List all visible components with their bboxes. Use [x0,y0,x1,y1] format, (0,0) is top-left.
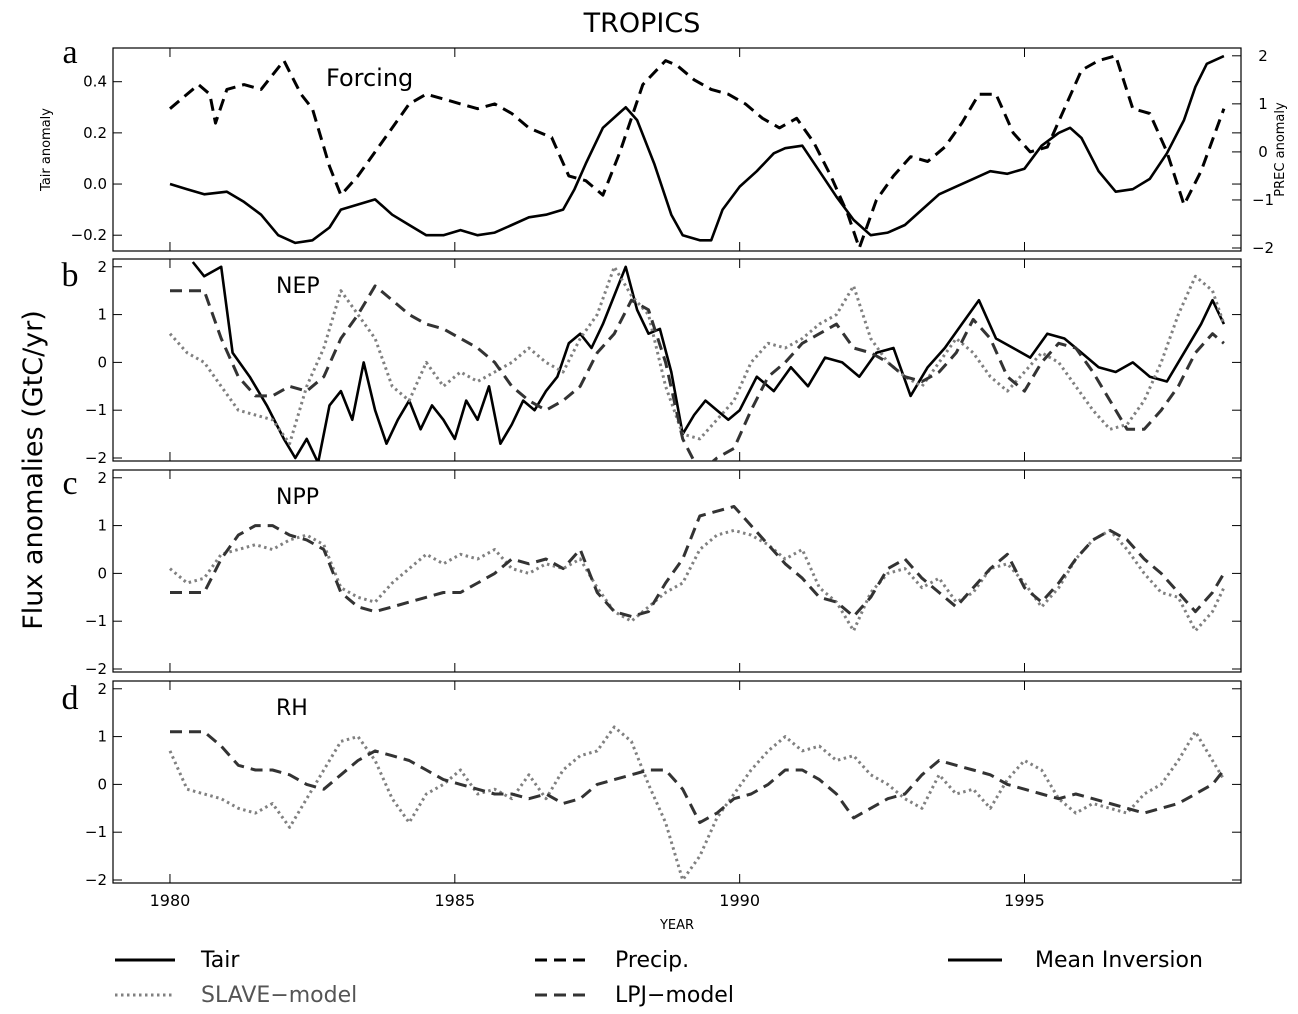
panel-letter: b [62,257,79,294]
panel-c: 2 1 0 −1 −2 c NPP [62,465,1242,678]
panel-b: 2 1 0 −1 −2 b NEP [62,257,1242,467]
panel-letter: c [62,465,77,502]
y-tick-label: 0 [97,775,107,793]
y-tick-label: 0.0 [83,175,107,193]
y-tick-label: 2 [97,680,107,698]
y2-tick-label: −1 [1252,191,1274,209]
panel-name: NPP [276,485,319,510]
y-axis-label: Flux anomalies (GtC/yr) [18,310,49,630]
series-line-lpj-model [170,284,1225,461]
panel-a: 0.4 0.2 0.0 −0.2 2 1 0 −1 −2 a Forcing Tair anomaly… [39,34,1288,257]
series-line-lpj-model [170,505,1226,618]
y-tick-label: 1 [97,728,107,746]
y-tick-label: −2 [85,449,107,467]
panel-d: 2 1 0 −1 −2 1980 1985 1990 1995 d RH [62,680,1242,910]
y-tick-label: −1 [85,612,107,630]
figure-title: TROPICS [583,8,701,39]
y-tick-label: 0.4 [83,73,107,91]
y-tick-label: −0.2 [71,226,107,244]
y-tick-label: −1 [85,401,107,419]
panel-frame [112,469,1242,673]
legend: Tair Precip. Mean Inversion SLAVE−model LPJ−… [115,948,1203,1008]
series-line-slave-model [168,725,1226,882]
x-tick-label: 1985 [434,891,475,910]
y-tick-label: −1 [85,823,107,841]
chart-panels: 0.4 0.2 0.0 −0.2 2 1 0 −1 −2 a Forcing Tair anomaly… [39,34,1288,910]
y-tick-label: 0 [97,564,107,582]
panel-name: Forcing [326,64,413,92]
x-tick-label: 1990 [719,891,760,910]
y-tick-label: −2 [85,660,107,678]
panel-letter: d [62,680,79,717]
legend-label: Precip. [615,948,689,973]
legend-label: SLAVE−model [201,983,357,1008]
panel-name: NEP [276,274,320,299]
legend-label: Mean Inversion [1035,948,1203,973]
legend-label: Tair [200,948,240,973]
y-tick-label: 2 [97,469,107,487]
prec-axis-label: PREC anomaly [1273,102,1288,197]
panel-name: RH [276,696,308,721]
y2-tick-label: 1 [1258,95,1268,113]
y2-tick-label: 0 [1258,143,1268,161]
y-tick-label: 1 [97,517,107,535]
y-tick-label: 0 [97,353,107,371]
panel-frame [112,47,1242,252]
y-tick-label: 1 [97,306,107,324]
y2-tick-label: 2 [1258,47,1268,65]
panel-frame [112,680,1242,884]
series-line-tair [169,54,1225,245]
series-line-slave-model [169,528,1226,633]
tair-axis-label: Tair anomaly [39,108,54,192]
panel-letter: a [62,34,77,71]
panel-frame [112,258,1242,462]
y2-tick-label: −2 [1252,239,1274,257]
y-tick-label: −2 [85,871,107,889]
y-tick-label: 0.2 [83,124,107,142]
series-line-slave-model [168,265,1226,446]
legend-label: LPJ−model [615,983,734,1008]
x-tick-label: 1995 [1004,891,1045,910]
series-line-precip- [169,54,1226,250]
y-tick-label: 2 [97,258,107,276]
series-line-mean-inversion [191,261,1226,461]
x-axis-label: YEAR [659,918,694,933]
series-line-lpj-model [170,730,1226,825]
x-tick-label: 1980 [150,891,191,910]
